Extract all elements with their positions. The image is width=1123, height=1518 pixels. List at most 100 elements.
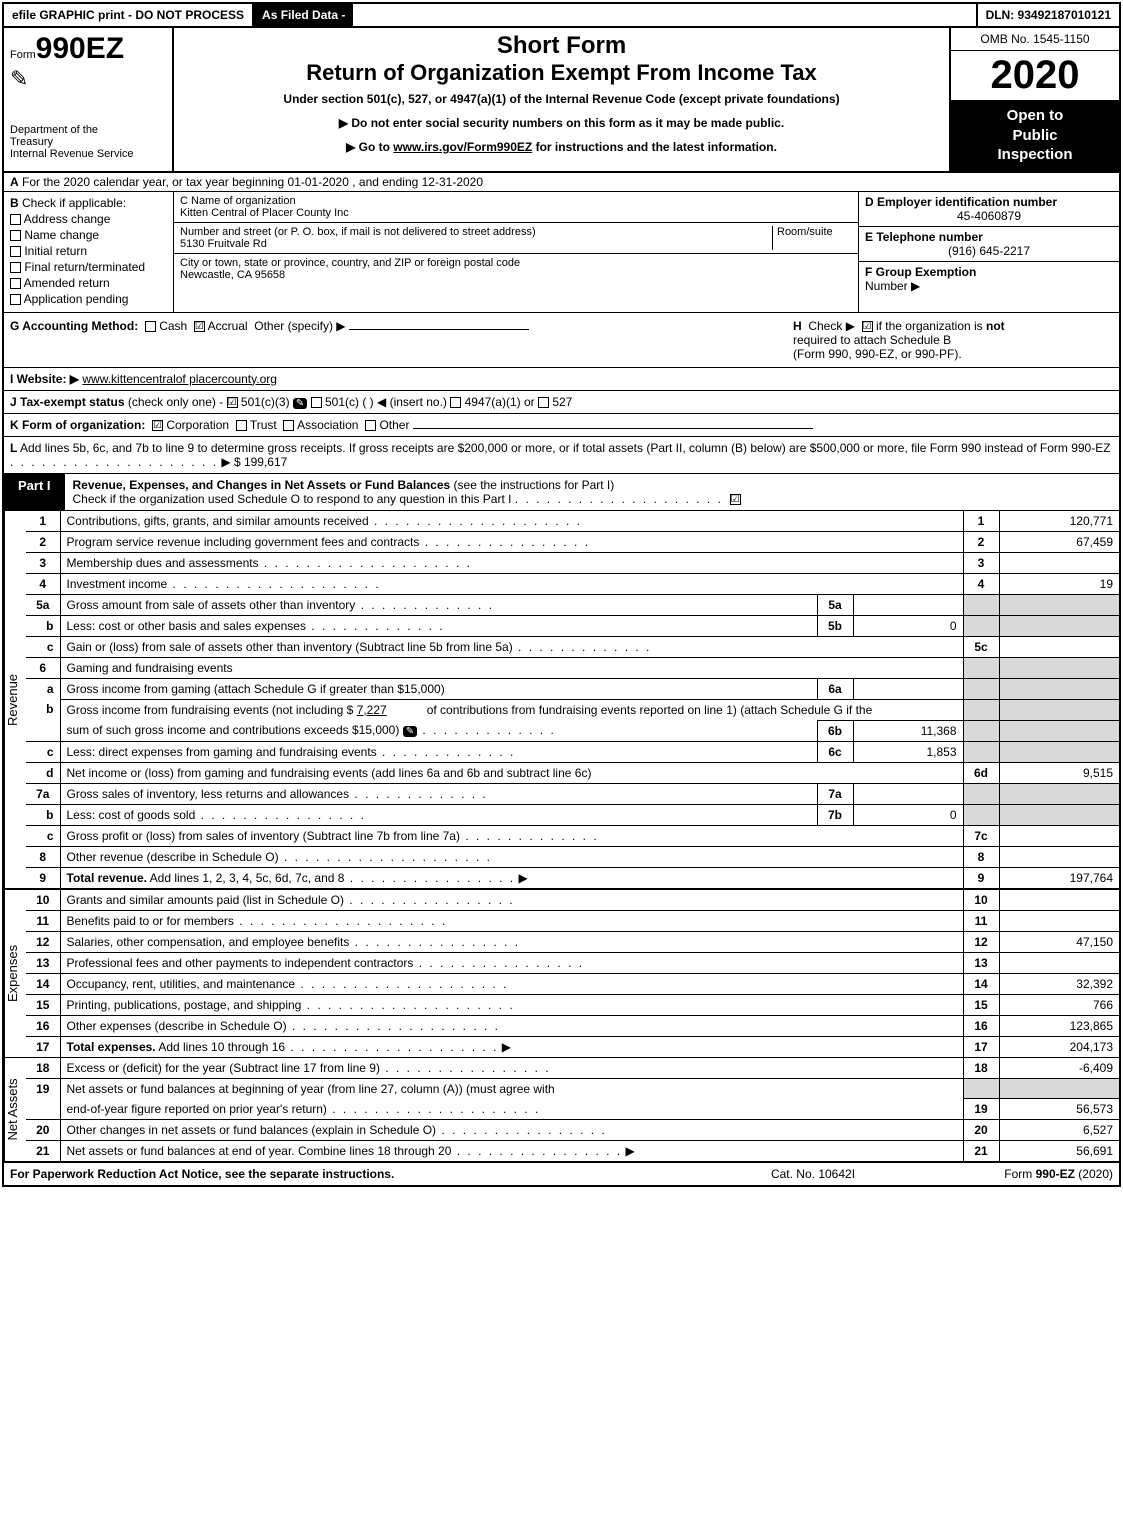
k-opt2: Trust <box>250 418 277 432</box>
f-row: F Group Exemption Number ▶ <box>859 262 1119 296</box>
l19-key: 19 <box>963 1099 999 1120</box>
g-other-input[interactable] <box>349 329 529 330</box>
l8-n: 8 <box>26 846 60 867</box>
l2-desc: Program service revenue including govern… <box>67 535 420 549</box>
chk-4947[interactable] <box>450 397 461 408</box>
l20-desc: Other changes in net assets or fund bala… <box>67 1123 437 1137</box>
line-a: A For the 2020 calendar year, or tax yea… <box>4 173 1119 192</box>
netassets-section: Net Assets 18 Excess or (deficit) for th… <box>4 1057 1119 1162</box>
dots-icon <box>355 598 494 612</box>
dots-icon <box>279 850 492 864</box>
l5a-n: 5a <box>26 594 60 615</box>
l13-n: 13 <box>26 952 60 973</box>
asfiled-label: As Filed Data - <box>254 4 353 26</box>
chk-name[interactable]: Name change <box>10 228 167 242</box>
chk-pending[interactable]: Application pending <box>10 292 167 306</box>
open-public-box: Open to Public Inspection <box>951 100 1119 171</box>
chk-accrual[interactable]: ☑ <box>194 321 205 332</box>
line-19a: 19 Net assets or fund balances at beginn… <box>26 1078 1119 1099</box>
dots-icon <box>306 619 445 633</box>
arrow-line-2: ▶ Go to www.irs.gov/Form990EZ for instru… <box>184 140 939 154</box>
l4-val: 19 <box>999 573 1119 594</box>
line-5a: 5a Gross amount from sale of assets othe… <box>26 594 1119 615</box>
line-10: 10 Grants and similar amounts paid (list… <box>26 890 1119 911</box>
l4-n: 4 <box>26 573 60 594</box>
chk-part1[interactable]: ☑ <box>730 494 741 505</box>
irs-link[interactable]: www.irs.gov/Form990EZ <box>393 140 532 154</box>
dots-icon <box>377 745 516 759</box>
chk-501c3[interactable]: ☑ <box>227 397 238 408</box>
part1-checkdots <box>515 492 723 506</box>
l2-key: 2 <box>963 531 999 552</box>
f-label: F Group Exemption <box>865 265 976 279</box>
sched-icon: ✎ <box>293 398 307 409</box>
chk-address[interactable]: Address change <box>10 212 167 226</box>
l-label: L <box>10 441 17 455</box>
line-19b: end-of-year figure reported on prior yea… <box>26 1099 1119 1120</box>
l7b-iv: 0 <box>853 804 963 825</box>
k-other-input[interactable] <box>413 428 813 429</box>
dots-icon <box>167 577 380 591</box>
addr-value: 5130 Fruitvale Rd <box>180 238 772 250</box>
j-label: J Tax-exempt status <box>10 395 125 409</box>
line-3: 3 Membership dues and assessments 3 <box>26 552 1119 573</box>
chk-501c[interactable] <box>311 397 322 408</box>
chk-other[interactable] <box>365 420 376 431</box>
c-addr-row: Number and street (or P. O. box, if mail… <box>174 223 858 254</box>
l13-key: 13 <box>963 952 999 973</box>
l6b-amt: 7,227 <box>357 703 387 717</box>
l9-key: 9 <box>963 867 999 888</box>
header-right: OMB No. 1545-1150 2020 Open to Public In… <box>949 28 1119 171</box>
g-accrual: Accrual <box>208 319 248 333</box>
dots-icon <box>349 935 520 949</box>
l7b-shade <box>963 804 999 825</box>
chk-corp[interactable]: ☑ <box>152 420 163 431</box>
footer: For Paperwork Reduction Act Notice, see … <box>4 1161 1119 1185</box>
footer-right-form: 990-EZ <box>1036 1167 1075 1181</box>
dept-line2: Treasury <box>10 136 166 148</box>
line-8: 8 Other revenue (describe in Schedule O)… <box>26 846 1119 867</box>
dots-icon <box>344 871 515 885</box>
l21-key: 21 <box>963 1141 999 1162</box>
l17-val: 204,173 <box>999 1036 1119 1057</box>
line-5b: b Less: cost or other basis and sales ex… <box>26 615 1119 636</box>
l7a-desc: Gross sales of inventory, less returns a… <box>67 787 350 801</box>
l7a-iv <box>853 783 963 804</box>
line-6c: c Less: direct expenses from gaming and … <box>26 741 1119 762</box>
gh-row: G Accounting Method: Cash ☑ Accrual Othe… <box>4 313 1119 368</box>
footer-right-pre: Form <box>1004 1167 1035 1181</box>
l5a-iv <box>853 594 963 615</box>
chk-h[interactable]: ☑ <box>862 321 873 332</box>
l6c-desc: Less: direct expenses from gaming and fu… <box>67 745 377 759</box>
chk-527[interactable] <box>538 397 549 408</box>
chk-assoc[interactable] <box>283 420 294 431</box>
chk-amended[interactable]: Amended return <box>10 276 167 290</box>
chk-final[interactable]: Final return/terminated <box>10 260 167 274</box>
line-14: 14 Occupancy, rent, utilities, and maint… <box>26 973 1119 994</box>
l11-val <box>999 910 1119 931</box>
subline: Under section 501(c), 527, or 4947(a)(1)… <box>184 92 939 106</box>
l7c-desc: Gross profit or (loss) from sales of inv… <box>67 829 460 843</box>
chk-initial[interactable]: Initial return <box>10 244 167 258</box>
l3-desc: Membership dues and assessments <box>67 556 259 570</box>
l6a-ik: 6a <box>817 678 853 699</box>
l10-n: 10 <box>26 890 60 911</box>
l6b-iv: 11,368 <box>853 720 963 741</box>
l1-desc: Contributions, gifts, grants, and simila… <box>67 514 369 528</box>
pen-icon: ✎ <box>10 66 166 92</box>
l1-key: 1 <box>963 511 999 532</box>
line-6a: a Gross income from gaming (attach Sched… <box>26 678 1119 699</box>
chk-cash[interactable] <box>145 321 156 332</box>
chk-trust[interactable] <box>236 420 247 431</box>
chk-final-label: Final return/terminated <box>24 260 145 274</box>
l10-val <box>999 890 1119 911</box>
l12-desc: Salaries, other compensation, and employ… <box>67 935 350 949</box>
l5a-shade <box>963 594 999 615</box>
dots-icon <box>417 723 556 737</box>
arrow1-text: Do not enter social security numbers on … <box>351 116 784 130</box>
i-value[interactable]: www.kittencentralof placercounty.org <box>82 372 277 386</box>
line-a-text: For the 2020 calendar year, or tax year … <box>22 175 483 189</box>
expenses-section: Expenses 10 Grants and similar amounts p… <box>4 888 1119 1057</box>
line-6d: d Net income or (loss) from gaming and f… <box>26 762 1119 783</box>
l10-key: 10 <box>963 890 999 911</box>
